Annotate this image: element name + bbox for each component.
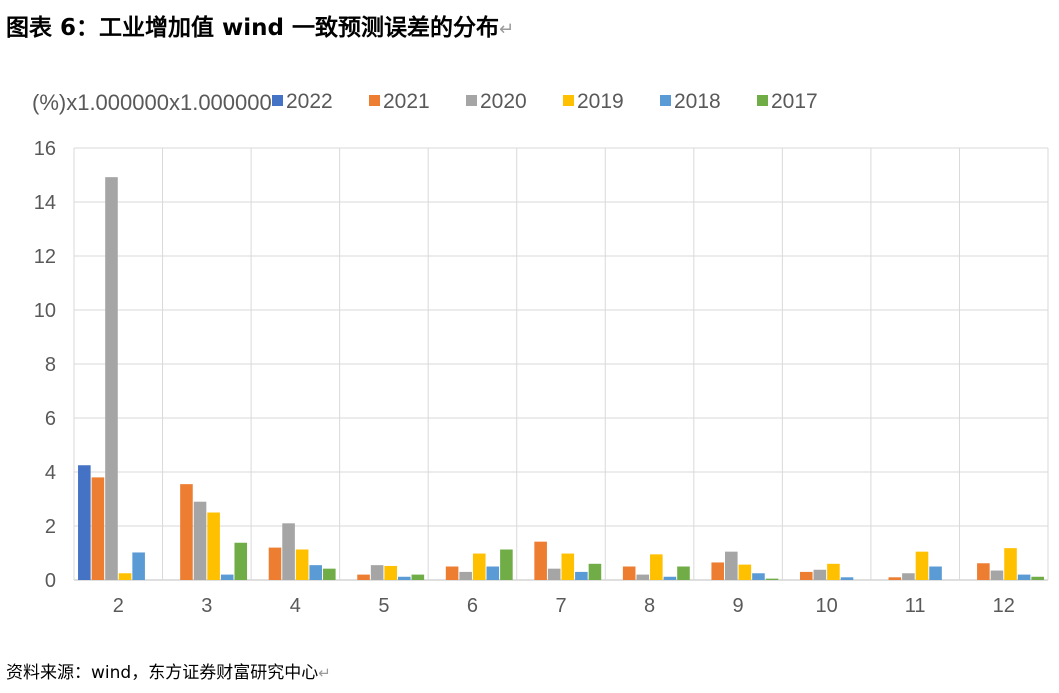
bar-2017-3 [234,542,248,580]
bar-2019-7 [561,553,575,580]
y-tick-label: 6 [45,408,56,430]
y-tick-label: 2 [45,516,56,538]
bar-2021-11 [888,577,902,580]
legend-swatch-2022 [272,95,283,106]
x-axis-ticks: 2 3 4 5 6 7 8 9 10 11 12 [113,595,1015,617]
bar-2018-4 [309,565,323,580]
bar-2020-2 [105,177,118,580]
bar-2020-9 [725,551,738,580]
bar-2021-12 [977,563,990,580]
y-tick-label: 8 [45,354,56,376]
bar-2020-6 [459,571,472,580]
bar-2019-5 [384,565,397,580]
bar-2021-9 [711,562,725,580]
bar-2017-5 [411,574,425,580]
bars [78,177,1044,580]
gridlines [73,147,1049,581]
legend-label-2022: 2022 [286,90,333,113]
bar-2021-4 [268,547,282,580]
figure-title: 图表 6：工业增加值 wind 一致预测误差的分布↵ [6,8,514,42]
bar-2018-8 [663,576,677,580]
bar-2022-2 [78,465,91,580]
return-mark: ↵ [499,19,515,40]
x-tick-label: 4 [290,595,301,617]
legend-label-2018: 2018 [674,90,721,113]
bar-2017-12 [1031,576,1044,580]
x-tick-label: 2 [113,595,124,617]
bar-2018-12 [1017,574,1031,580]
legend-label-2017: 2017 [771,90,818,113]
x-tick-label: 5 [378,595,389,617]
bar-2020-4 [282,523,295,580]
bar-2018-3 [220,574,234,580]
source-text: 资料来源：wind，东方证券财富研究中心 [6,663,319,683]
x-tick-label: 7 [555,595,566,617]
bar-2021-3 [180,484,193,580]
bar-2017-4 [323,568,336,580]
legend-swatch-2018 [660,95,671,106]
bar-2020-11 [902,573,915,580]
x-tick-label: 8 [644,595,655,617]
bar-2020-3 [193,501,207,580]
y-tick-label: 12 [34,246,56,268]
y-tick-label: 0 [45,570,56,592]
legend-label-2020: 2020 [480,90,527,113]
bar-2019-3 [207,512,220,580]
bar-2018-11 [929,566,942,580]
legend-swatch-2020 [466,95,477,106]
bar-2020-12 [990,570,1004,580]
bar-2019-6 [472,553,486,580]
bar-2021-8 [622,566,636,580]
source-return-mark: ↵ [318,664,331,682]
bar-2020-8 [636,574,650,580]
bar-2019-8 [650,554,663,580]
bar-2017-9 [765,578,779,580]
bar-2020-5 [370,565,384,580]
x-tick-label: 10 [816,595,838,617]
y-tick-label: 16 [34,138,56,160]
bar-2017-6 [500,549,513,580]
legend-swatch-2019 [563,95,574,106]
bar-2017-8 [677,566,690,580]
bar-2018-2 [132,552,145,580]
source-note: 资料来源：wind，东方证券财富研究中心↵ [6,658,331,683]
legend-label-2019: 2019 [577,90,624,113]
bar-2019-2 [118,573,132,580]
bar-2018-10 [840,577,854,580]
legend-swatch-2021 [369,95,380,106]
bar-2018-6 [486,566,500,580]
bar-2018-5 [397,576,411,580]
bar-2019-9 [738,564,752,580]
x-tick-label: 9 [733,595,744,617]
y-tick-label: 4 [45,462,56,484]
bar-2021-7 [534,541,547,580]
bar-2018-7 [575,571,588,580]
y-tick-label: 10 [34,300,56,322]
x-tick-label: 12 [993,595,1015,617]
bar-2019-11 [915,551,929,580]
legend-label-2021: 2021 [383,90,430,113]
bar-2020-10 [813,569,827,580]
legend: 2022 2021 2020 2019 2018 2017 [272,90,818,113]
x-tick-label: 6 [467,595,478,617]
bar-2018-9 [752,573,765,580]
bar-2019-12 [1004,548,1017,580]
bar-2021-6 [445,566,459,580]
legend-swatch-2017 [757,95,768,106]
bar-2020-7 [547,568,561,580]
y-tick-label: 14 [34,192,56,214]
bar-2021-10 [799,571,813,580]
bar-2019-10 [827,563,840,580]
y-axis-ticks: 0 2 4 6 8 10 12 14 16 [34,138,56,592]
y-unit-label: (%)x1.000000x1.000000 [32,90,272,115]
bar-2021-5 [357,574,370,580]
x-tick-label: 3 [201,595,212,617]
bar-2021-2 [91,477,105,580]
figure-title-text: 图表 6：工业增加值 wind 一致预测误差的分布 [6,15,499,41]
bar-2017-7 [588,563,602,580]
bar-2019-4 [295,549,309,580]
x-tick-label: 11 [905,595,926,617]
